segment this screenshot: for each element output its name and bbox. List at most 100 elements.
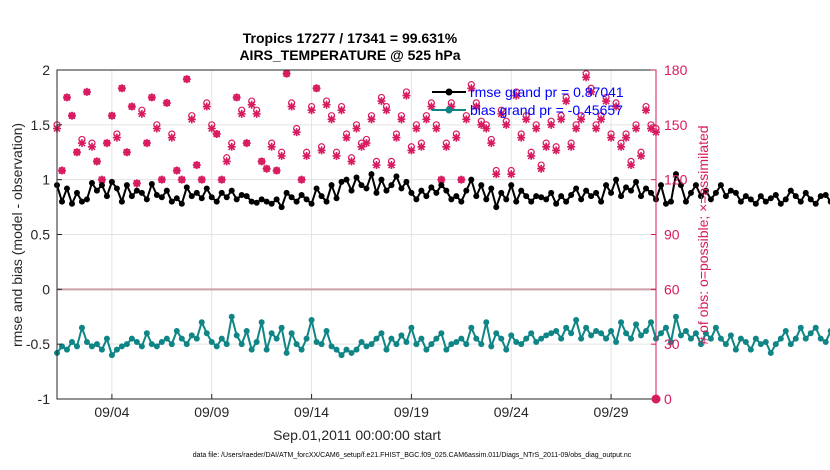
obs-assimilated-point: [372, 161, 381, 170]
obs-assimilated-point: [582, 73, 591, 82]
rmse-point: [208, 194, 215, 201]
obs-assimilated-point: [197, 175, 206, 184]
rmse-point: [797, 198, 804, 205]
bias-point: [747, 346, 754, 353]
obs-assimilated-point: [402, 91, 411, 100]
bias-point: [483, 319, 490, 326]
bias-point: [218, 335, 225, 342]
bias-point: [243, 328, 250, 335]
rmse-point: [78, 198, 85, 205]
rmse-point: [273, 196, 280, 203]
rmse-point: [178, 200, 185, 207]
obs-assimilated-point: [172, 166, 181, 175]
bias-point: [68, 338, 75, 345]
bias-point: [363, 343, 370, 350]
obs-assimilated-point: [472, 102, 481, 111]
rmse-point: [812, 200, 819, 207]
bias-point: [727, 332, 734, 339]
bias-point: [458, 335, 465, 342]
bias-point: [473, 335, 480, 342]
bias-point: [827, 328, 830, 334]
bias-point: [822, 338, 829, 345]
bias-point: [278, 324, 285, 331]
rmse-point: [348, 187, 355, 194]
obs-assimilated-point: [482, 124, 491, 133]
rmse-point: [243, 193, 250, 200]
bias-point: [348, 349, 355, 356]
bias-point: [113, 346, 120, 353]
obs-assimilated-point: [212, 129, 221, 138]
bias-point: [308, 317, 315, 324]
bias-point: [603, 335, 610, 342]
bias-point: [288, 330, 295, 337]
rmse-point: [528, 198, 535, 205]
rmse-point: [657, 182, 664, 189]
bias-point: [797, 324, 804, 331]
rmse-point: [583, 187, 590, 194]
bias-point: [657, 330, 664, 337]
bias-point: [792, 335, 799, 342]
rmse-point: [103, 193, 110, 200]
rmse-point: [248, 198, 255, 205]
bias-point: [128, 335, 135, 342]
obs-assimilated-point: [162, 98, 171, 107]
obs-assimilated-point: [237, 109, 246, 118]
obs-assimilated-point: [132, 179, 141, 188]
bias-point: [553, 328, 560, 335]
obs-assimilated-point: [222, 157, 231, 166]
y-left-tick-label: -0.5: [26, 336, 50, 352]
obs-assimilated-point: [107, 111, 116, 120]
y-left-tick-label: 1.5: [31, 117, 51, 133]
bias-point: [518, 341, 525, 348]
rmse-point: [313, 185, 320, 192]
bias-point: [812, 324, 819, 331]
y-right-tick-label: 120: [664, 172, 688, 188]
bias-point: [712, 324, 719, 331]
rmse-point: [63, 185, 70, 192]
rmse-point: [548, 189, 555, 196]
obs-assimilated-point: [597, 115, 606, 124]
rmse-point: [68, 200, 75, 207]
rmse-point: [318, 193, 325, 200]
bias-point: [528, 330, 535, 337]
obs-assimilated-point: [342, 133, 351, 142]
rmse-point: [443, 187, 450, 194]
obs-assimilated-point: [267, 142, 276, 151]
rmse-point: [223, 194, 230, 201]
bias-point: [173, 328, 180, 335]
rmse-point: [643, 185, 650, 192]
rmse-point: [608, 189, 615, 196]
bias-point: [817, 335, 824, 342]
rmse-point: [308, 200, 315, 207]
obs-assimilated-point: [537, 164, 546, 173]
bias-point: [478, 341, 485, 348]
y-right-tick-label: 0: [664, 391, 672, 407]
obs-assimilated-point: [412, 124, 421, 133]
bias-point: [118, 343, 125, 350]
rmse-point: [473, 193, 480, 200]
rmse-point: [408, 189, 415, 196]
obs-assimilated-point: [392, 133, 401, 142]
rmse-point: [747, 196, 754, 203]
bias-point: [692, 330, 699, 337]
y-axis-label-left: rmse and bias (model - observation): [9, 123, 25, 347]
obs-assimilated-point: [82, 87, 91, 96]
bias-point: [772, 341, 779, 348]
rmse-point: [767, 195, 774, 202]
bias-point: [228, 313, 235, 320]
obs-assimilated-point: [612, 102, 621, 111]
bias-point: [58, 343, 65, 350]
bias-point: [638, 332, 645, 339]
bias-point: [153, 343, 160, 350]
obs-assimilated-point: [217, 175, 226, 184]
obs-assimilated-point: [102, 139, 111, 148]
obs-assimilated-point: [552, 146, 561, 155]
bias-point: [682, 328, 689, 335]
bias-point: [418, 335, 425, 342]
obs-assimilated-point: [247, 100, 256, 109]
rmse-point: [323, 198, 330, 205]
bias-point: [558, 335, 565, 342]
bias-point: [103, 335, 110, 342]
bias-point: [268, 330, 275, 337]
obs-assimilated-point: [577, 115, 586, 124]
